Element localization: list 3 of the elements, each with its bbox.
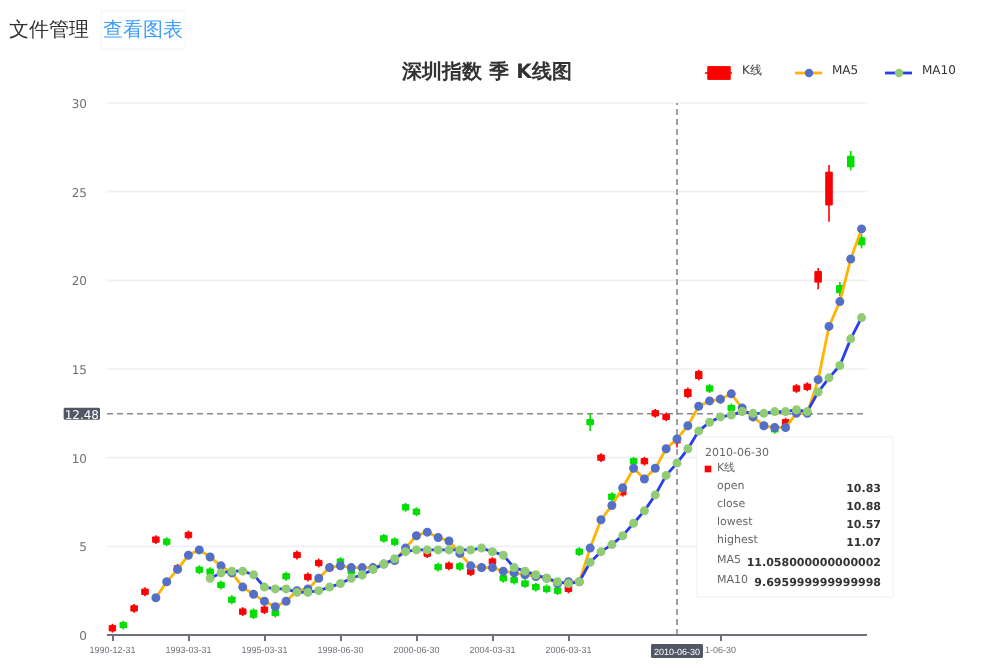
chart-title: 深圳指数 季 K线图 — [400, 60, 572, 84]
text: 文件管理 — [9, 18, 89, 42]
text: 查看图表 — [103, 18, 183, 42]
